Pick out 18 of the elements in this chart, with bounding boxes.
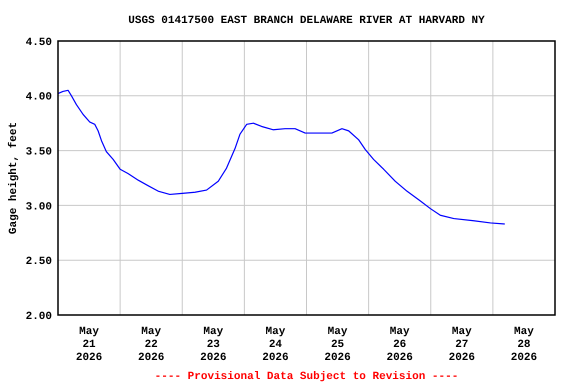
text: ---- Provisional Data Subject to Revision ---- xyxy=(154,371,458,383)
x-tick-label: May 25 2026 xyxy=(324,326,351,364)
y-tick-label: 2.50 xyxy=(26,256,52,268)
y-tick-label: 4.00 xyxy=(26,92,52,104)
x-tick-label: May 27 2026 xyxy=(448,326,476,364)
x-tick-label: May 26 2026 xyxy=(386,326,413,364)
x-tick-label: May 23 2026 xyxy=(200,326,227,364)
y-tick-label: 4.50 xyxy=(26,36,52,49)
y-tick-label: 3.50 xyxy=(26,146,52,158)
x-tick-label: May 22 2026 xyxy=(138,326,164,364)
y-tick-label: 3.00 xyxy=(26,201,52,214)
x-tick-label: May 24 2026 xyxy=(262,326,289,364)
x-tick-label: May 21 2026 xyxy=(76,326,102,364)
chart-title: USGS 01417500 EAST BRANCH DELAWARE RIVER AT HARVARD NY xyxy=(128,15,486,27)
y-tick-label: 2.00 xyxy=(26,310,52,323)
y-axis-title: Gage height, feet xyxy=(7,122,20,234)
x-tick-label: May 28 2026 xyxy=(510,326,538,364)
line-series xyxy=(57,90,506,225)
